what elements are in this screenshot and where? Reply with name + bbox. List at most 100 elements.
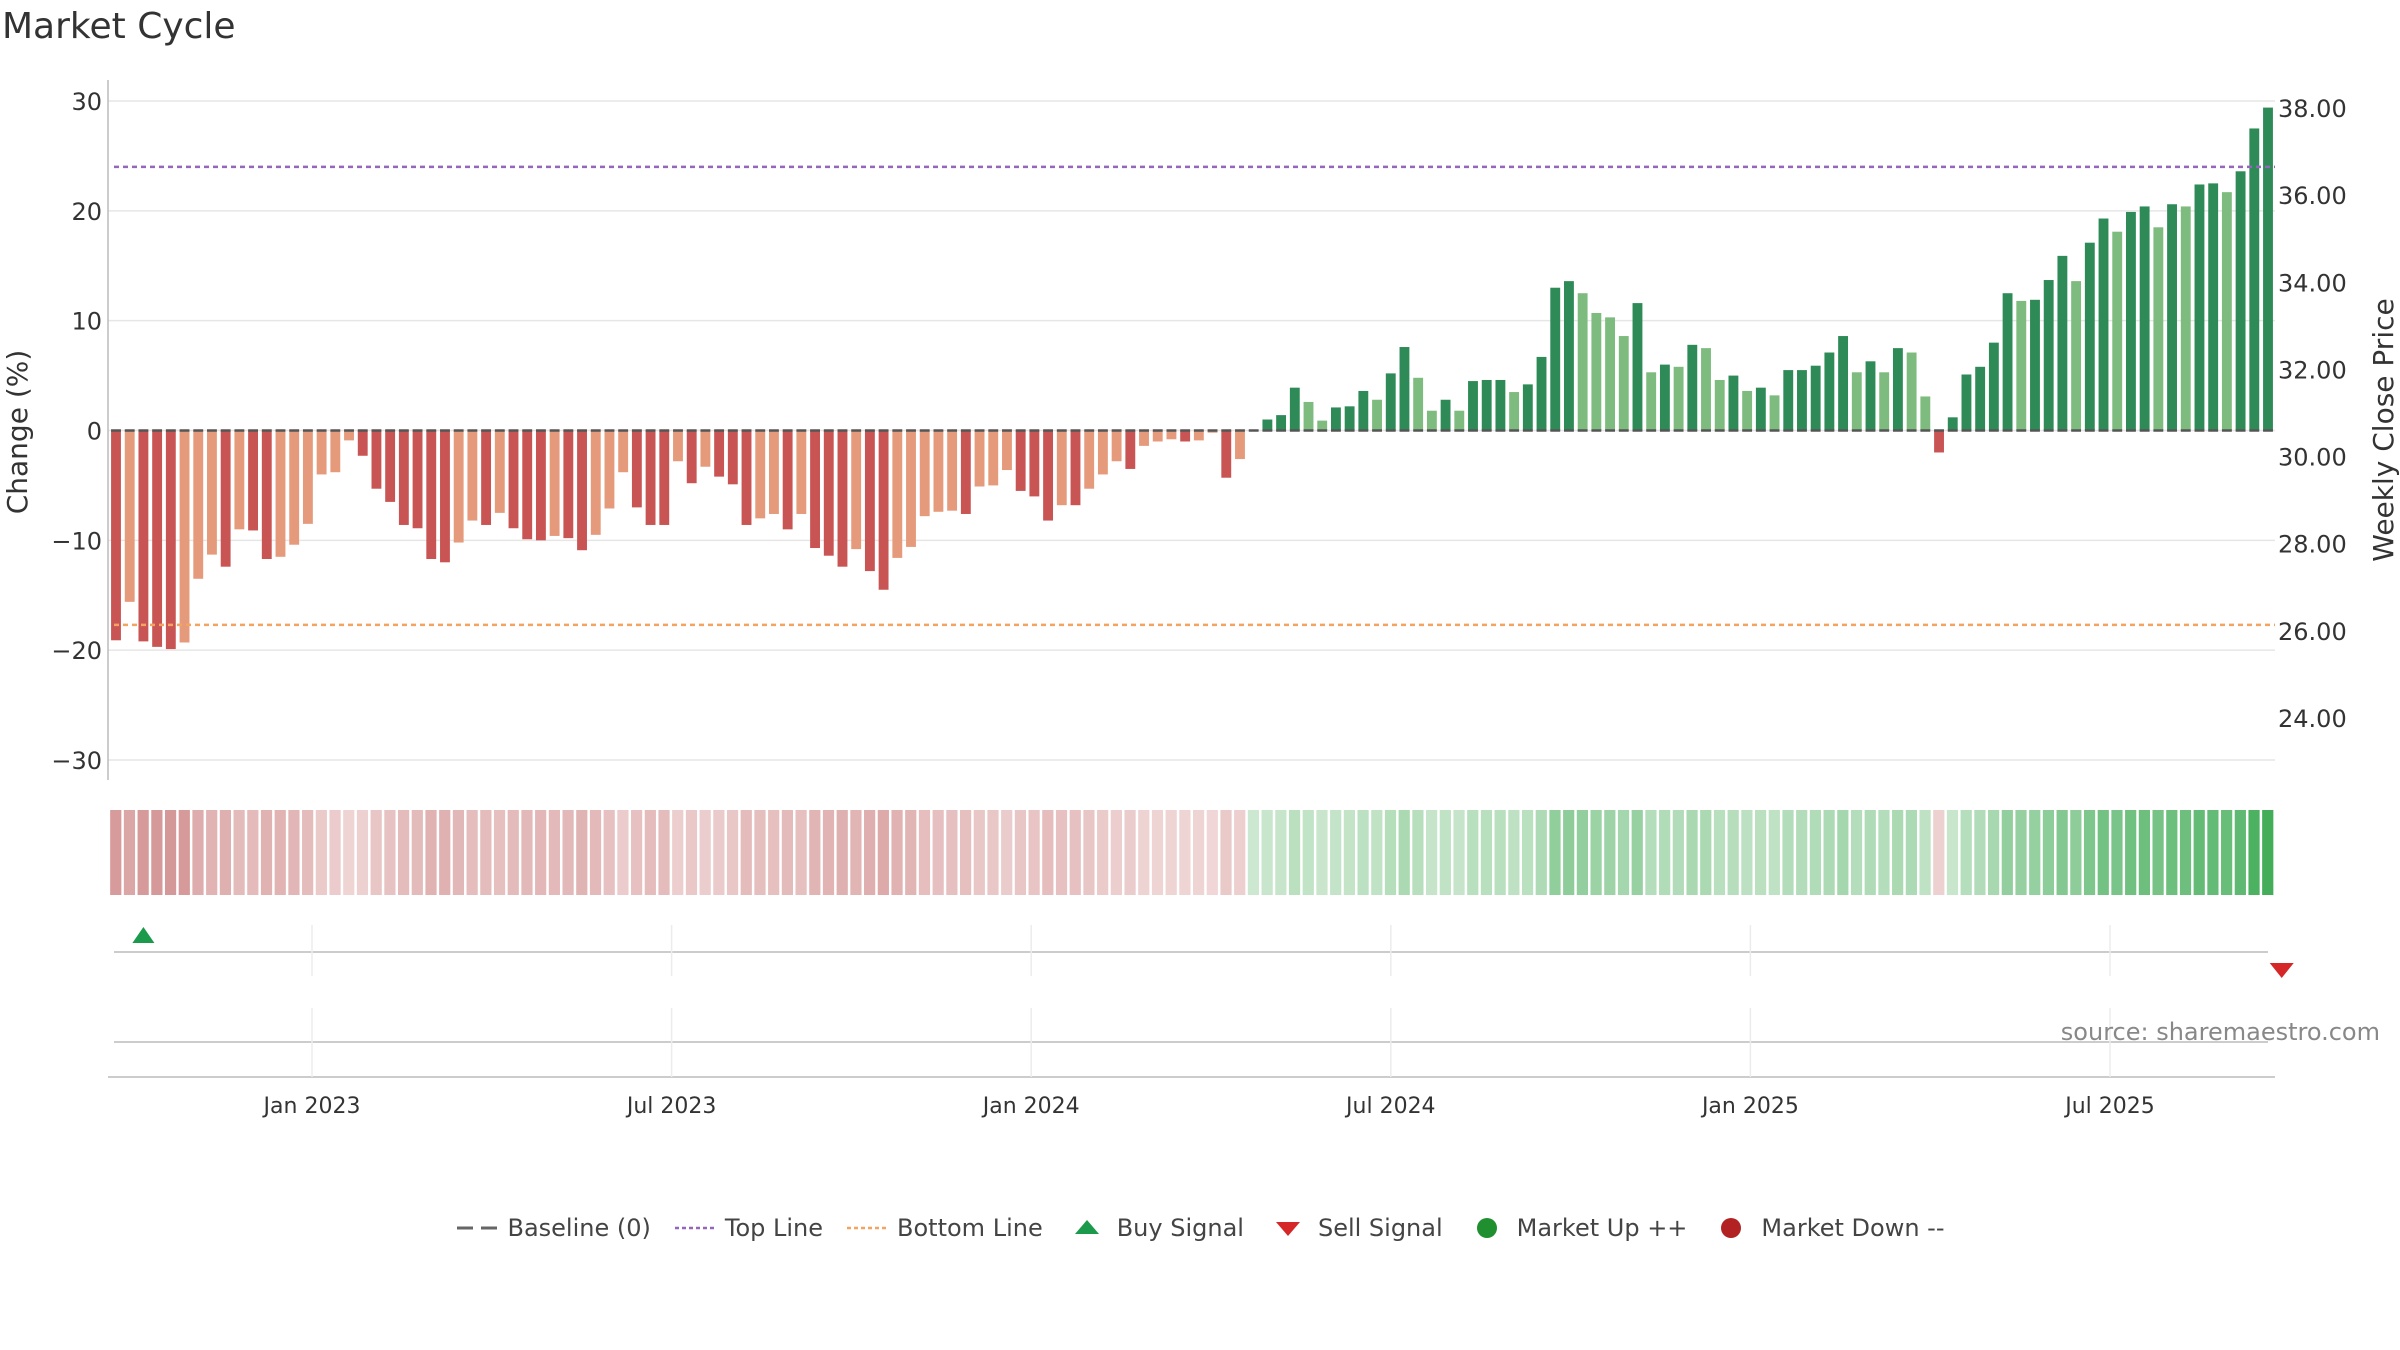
heat-cell: [1494, 810, 1506, 895]
y-axis-label: Change (%): [1, 350, 34, 515]
heat-cell: [480, 810, 492, 895]
legend-symbol-up: [1465, 1216, 1509, 1240]
bar: [152, 430, 163, 647]
bar: [330, 430, 341, 473]
bar: [1454, 410, 1465, 431]
heat-cell: [2111, 810, 2123, 895]
bar: [1892, 348, 1903, 431]
heat-cell: [576, 810, 588, 895]
bar: [248, 430, 259, 531]
heat-cell: [1165, 810, 1177, 895]
heat-cell: [1892, 810, 1904, 895]
heat-cell: [1549, 810, 1561, 895]
heat-cell: [1700, 810, 1712, 895]
heat-cell: [1398, 810, 1410, 895]
heat-cell: [1837, 810, 1849, 895]
bar: [1536, 356, 1547, 431]
heat-cell: [768, 810, 780, 895]
heat-cell: [1905, 810, 1917, 895]
heat-cell: [781, 810, 793, 895]
heat-cell: [918, 810, 931, 895]
bar: [1056, 430, 1067, 506]
bar: [1618, 336, 1629, 431]
heat-cell: [2234, 810, 2246, 895]
bar: [1947, 417, 1958, 431]
bar: [1851, 372, 1862, 431]
bar: [481, 430, 492, 525]
bar: [2249, 128, 2260, 431]
bar: [1906, 352, 1917, 431]
heat-cell: [1823, 810, 1835, 895]
bar: [522, 430, 533, 540]
bar: [727, 430, 738, 485]
legend-symbol-sell: [1266, 1216, 1310, 1240]
bar: [618, 430, 629, 473]
bar: [1701, 348, 1711, 431]
bar: [645, 430, 656, 525]
heat-cell: [1193, 810, 1205, 895]
bar: [289, 430, 300, 545]
heat-cell: [1220, 810, 1232, 895]
legend: Baseline (0) Top Line Bottom Line Buy Signa…: [0, 1208, 2400, 1248]
bar: [1276, 415, 1287, 431]
heat-cell: [137, 810, 149, 895]
bar: [755, 430, 766, 519]
bar: [1838, 336, 1849, 431]
heat-cell: [1617, 810, 1630, 895]
legend-symbol-baseline: [455, 1216, 499, 1240]
bar: [1755, 387, 1766, 431]
bar: [467, 430, 478, 521]
heat-cell: [507, 810, 519, 895]
legend-item-sell: Sell Signal: [1266, 1214, 1443, 1242]
bar: [837, 430, 848, 567]
bar: [2153, 227, 2164, 431]
y2-tick-label: 34.00: [2278, 269, 2347, 297]
legend-label: Buy Signal: [1116, 1214, 1244, 1242]
heat-cell: [1316, 810, 1328, 895]
bar: [2112, 231, 2123, 431]
bar: [659, 430, 670, 525]
bar: [919, 430, 930, 517]
heat-cell: [672, 810, 684, 895]
heat-cell: [2070, 810, 2082, 895]
heat-cell: [1521, 810, 1534, 895]
y-tick-label: 0: [87, 418, 102, 446]
bar: [398, 430, 409, 525]
heat-cell: [219, 810, 232, 895]
heat-cell: [1645, 810, 1657, 895]
bar: [1029, 430, 1040, 497]
legend-item-buy: Buy Signal: [1065, 1214, 1244, 1242]
axes: 30 20 10 0 −10 −20 −30 38.00 36.00 34.00 32.00 30.0…: [51, 80, 2347, 780]
bar: [1413, 377, 1424, 431]
bar: [1002, 430, 1012, 471]
bar: [2180, 206, 2191, 431]
bar: [1797, 370, 1807, 431]
bar: [2235, 171, 2246, 431]
bar: [1139, 430, 1149, 446]
heat-cell: [192, 810, 204, 895]
bar: [631, 430, 642, 508]
bar: [1221, 430, 1232, 478]
bar: [1632, 303, 1643, 431]
heat-cell: [973, 810, 985, 895]
heat-cell: [288, 810, 300, 895]
legend-item-top: Top Line: [673, 1214, 823, 1242]
legend-label: Sell Signal: [1317, 1214, 1443, 1242]
heat-cell: [1754, 810, 1767, 895]
heat-cell: [1686, 810, 1698, 895]
bar: [1289, 387, 1300, 431]
heat-cell: [2207, 810, 2219, 895]
bar: [1317, 420, 1328, 431]
bar: [2057, 255, 2068, 431]
heat-cell: [178, 810, 190, 895]
heat-cell: [356, 810, 369, 895]
heat-cell: [1535, 810, 1547, 895]
bar: [124, 430, 135, 602]
legend-symbol-top: [673, 1216, 717, 1240]
bar: [508, 430, 519, 529]
heat-cell: [1604, 810, 1616, 895]
legend-symbol-bottom: [845, 1216, 889, 1240]
legend-symbol-down: [1709, 1216, 1753, 1240]
heat-cell: [836, 810, 848, 895]
bar: [234, 430, 245, 530]
